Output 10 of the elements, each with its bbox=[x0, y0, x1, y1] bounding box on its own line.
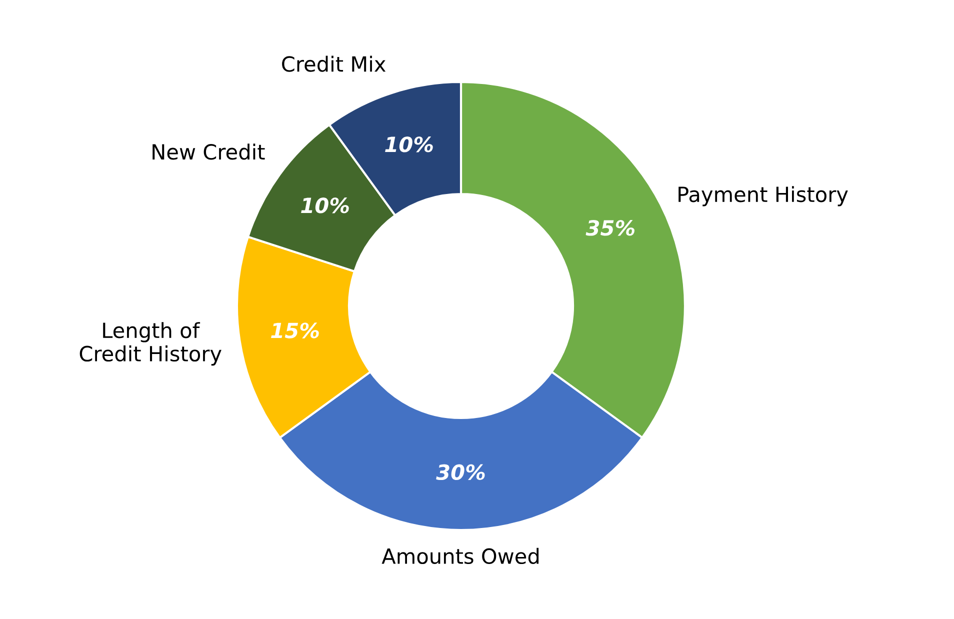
slice-label: Payment History bbox=[678, 186, 848, 206]
slice-label: New Credit bbox=[152, 144, 265, 160]
data-label: 35% bbox=[586, 220, 634, 236]
slice-label: Amounts Owed bbox=[382, 548, 539, 564]
slice-label: Length of Credit History bbox=[80, 322, 222, 366]
slice-label: Credit Mix bbox=[282, 56, 386, 72]
data-label: 10% bbox=[301, 198, 349, 214]
data-label: 10% bbox=[385, 136, 433, 152]
data-label: 30% bbox=[436, 464, 485, 480]
data-label: 15% bbox=[271, 322, 319, 338]
